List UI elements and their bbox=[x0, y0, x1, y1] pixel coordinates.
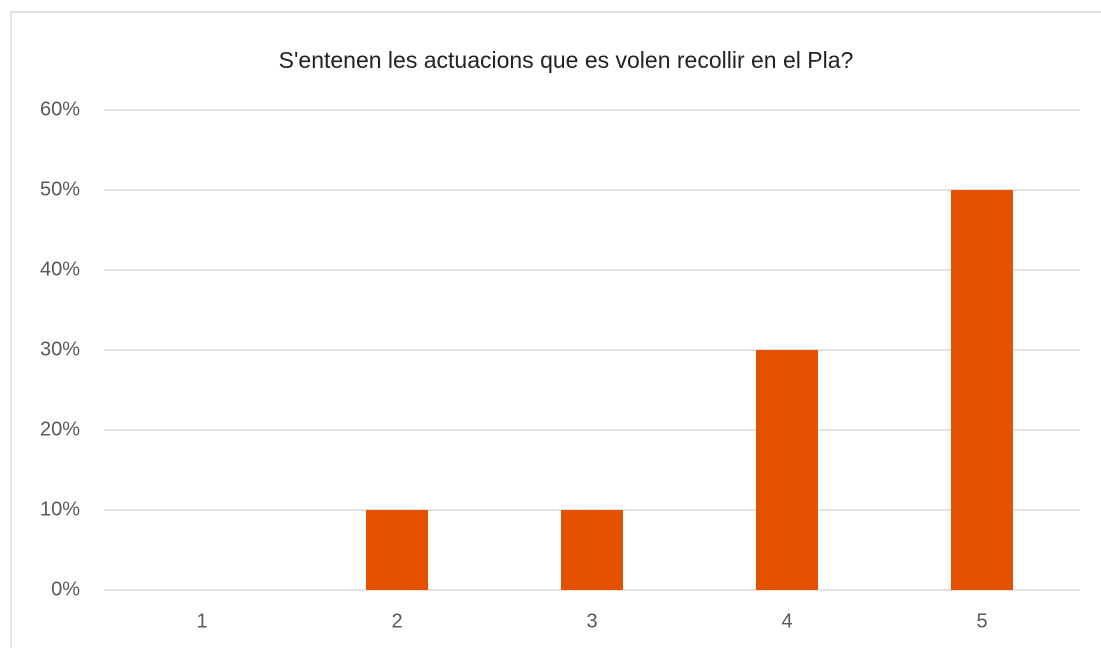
y-tick-label: 10% bbox=[40, 498, 80, 520]
x-tick-label: 2 bbox=[391, 610, 402, 632]
bar bbox=[366, 510, 428, 590]
y-tick-label: 30% bbox=[40, 338, 80, 360]
chart-title: S'entenen les actuacions que es volen re… bbox=[279, 47, 854, 73]
x-tick-label: 5 bbox=[976, 610, 987, 632]
y-tick-label: 0% bbox=[51, 578, 80, 600]
y-tick-label: 20% bbox=[40, 418, 80, 440]
y-tick-label: 40% bbox=[40, 258, 80, 280]
y-tick-label: 60% bbox=[40, 98, 80, 120]
bar bbox=[951, 190, 1013, 590]
y-tick-label: 50% bbox=[40, 178, 80, 200]
bar bbox=[756, 350, 818, 590]
x-tick-label: 4 bbox=[781, 610, 792, 632]
x-tick-label: 1 bbox=[196, 610, 207, 632]
x-tick-label: 3 bbox=[586, 610, 597, 632]
chart-frame bbox=[10, 11, 1101, 648]
bar bbox=[561, 510, 623, 590]
